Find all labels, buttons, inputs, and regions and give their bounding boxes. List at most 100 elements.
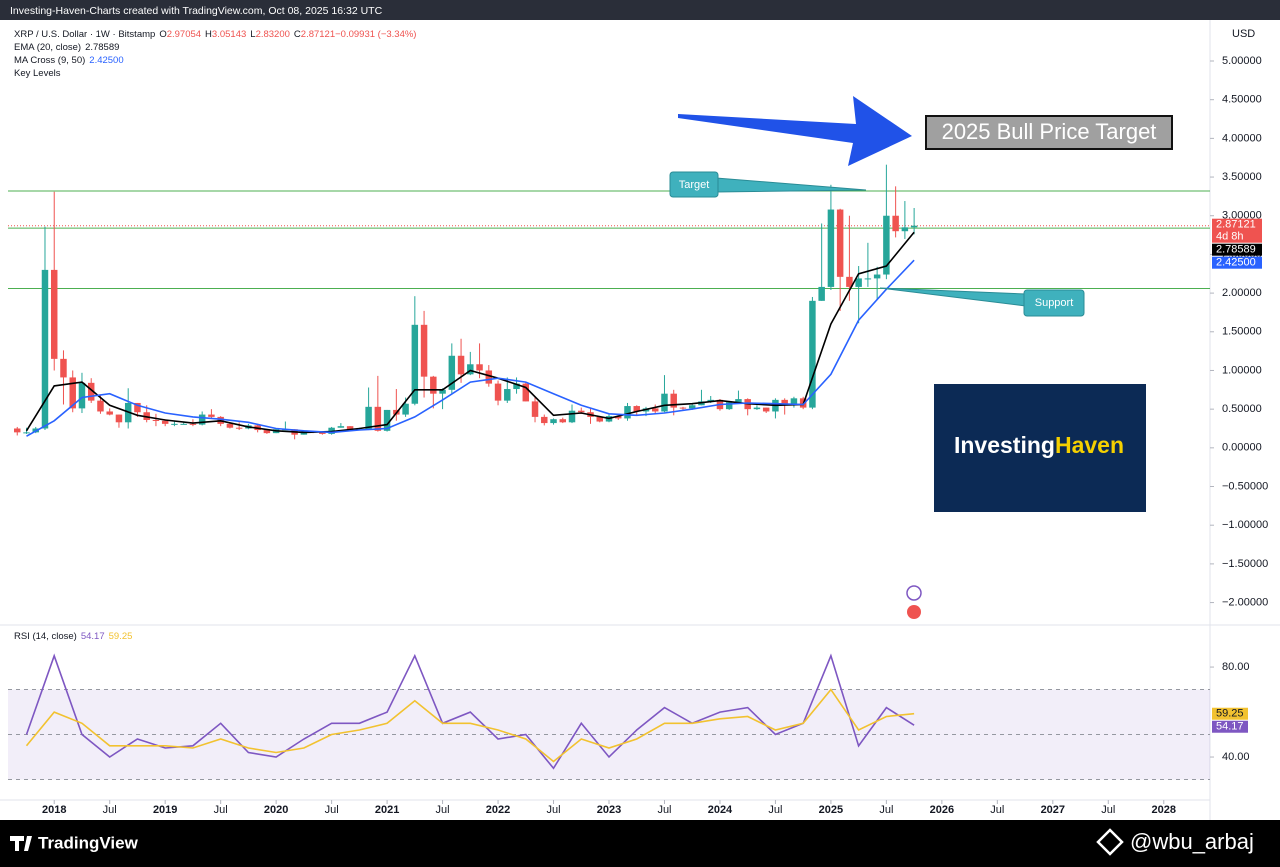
legend-text: C (294, 29, 301, 40)
x-tick-label: 2024 (708, 804, 733, 816)
logo-right: Haven (1055, 432, 1124, 458)
y-tick-label: 2.00000 (1222, 287, 1262, 299)
x-tick-label: 2023 (597, 804, 621, 816)
y-tick-label: −0.50000 (1222, 480, 1268, 492)
candle-body (198, 414, 206, 425)
candle-body (60, 358, 67, 378)
x-tick-label: Jul (879, 804, 893, 816)
candle-body (707, 399, 714, 402)
candle-body (883, 215, 890, 275)
ema-box (1212, 243, 1262, 256)
legend-text: 3.05143 (212, 29, 246, 40)
x-tick-label: Jul (990, 804, 1004, 816)
candle-body (69, 377, 76, 409)
candle-body (855, 278, 862, 287)
legend-text: H (205, 29, 212, 40)
brand-icon (10, 836, 32, 851)
series-line (26, 259, 915, 437)
candle-body (106, 411, 113, 415)
candle-body (596, 416, 603, 422)
candle-body (873, 274, 881, 279)
legend-text: 2.87121 (301, 29, 335, 40)
y-tick-label: 5.00000 (1222, 55, 1262, 67)
candle-body (753, 407, 761, 410)
x-tick-label: 2021 (375, 804, 399, 816)
legend-text: 2.78589 (85, 42, 119, 53)
ma-box-value: 2.42500 (1216, 257, 1256, 269)
x-tick-label: Jul (768, 804, 782, 816)
candle-body (235, 427, 243, 429)
legend-text: O (159, 29, 166, 40)
watermark-icon (1096, 828, 1124, 856)
candle-body (762, 407, 770, 412)
price-box-value: 2.87121 (1216, 219, 1256, 231)
x-tick-label: 2025 (819, 804, 843, 816)
candle-body (78, 382, 86, 409)
y-tick-label: 1.50000 (1222, 326, 1262, 338)
support-box (1023, 289, 1085, 317)
candle-body (346, 426, 354, 430)
candle-body (513, 383, 520, 390)
candle-body (910, 225, 918, 228)
candle-body (152, 419, 160, 421)
candle-body (624, 406, 631, 419)
x-tick-label: 2027 (1041, 804, 1065, 816)
candle-body (651, 408, 659, 412)
x-tick-label: Jul (1101, 804, 1115, 816)
candle-body (87, 382, 95, 401)
candle-body (50, 269, 58, 359)
legend-text: 2.83200 (256, 29, 290, 40)
logo-left: Investing (954, 432, 1055, 458)
rsi-ma-box (1212, 707, 1248, 720)
legend-text: −0.09931 (−3.34%) (335, 29, 416, 40)
price-box-countdown: 4d 8h (1216, 231, 1244, 243)
header-bar (0, 0, 1280, 20)
currency-label: USD (1232, 28, 1255, 40)
x-tick-label: 2022 (486, 804, 510, 816)
event-icon (907, 605, 921, 619)
target-text: Target (679, 179, 710, 191)
x-tick-label: Jul (325, 804, 339, 816)
candle-body (430, 376, 437, 394)
candle-body (171, 423, 178, 425)
rsi-box (1212, 720, 1248, 733)
candle-body (818, 286, 825, 301)
candle-body (420, 324, 428, 377)
candle-body (189, 423, 197, 425)
candle-body (14, 428, 21, 433)
candle-body (485, 370, 493, 384)
footer-bar (0, 820, 1280, 867)
legend-row: Key Levels (14, 68, 61, 79)
y-tick-label: 80.00 (1222, 661, 1250, 673)
candle-body (134, 402, 141, 413)
candle-body (679, 407, 687, 409)
candle-body (180, 423, 187, 425)
candle-body (383, 409, 391, 431)
logo-box (934, 384, 1146, 512)
legend-row: RSI (14, close) 54.17 59.25 (14, 631, 132, 642)
x-tick-label: 2026 (930, 804, 954, 816)
candle-body (531, 401, 539, 417)
candle-body (504, 389, 511, 401)
target-box (669, 171, 719, 198)
x-tick-label: Jul (214, 804, 228, 816)
candle-body (97, 400, 104, 412)
candle-body (115, 414, 123, 423)
x-tick-label: 2019 (153, 804, 177, 816)
candle-body (476, 364, 483, 371)
candle-body (846, 276, 853, 287)
brand: TradingView (38, 833, 139, 852)
legend-text: XRP / U.S. Dollar · 1W · Bitstamp (14, 29, 155, 40)
candle-body (226, 423, 234, 428)
legend-text: 59.25 (109, 631, 133, 642)
y-tick-label: 3.00000 (1222, 210, 1262, 222)
candle-body (781, 399, 788, 404)
x-tick-label: Jul (103, 804, 117, 816)
candle-body (670, 393, 677, 408)
candle-body (836, 209, 844, 277)
y-tick-label: 0.50000 (1222, 403, 1262, 415)
ma-box (1212, 256, 1262, 269)
y-tick-label: −1.00000 (1222, 519, 1268, 531)
arrow (678, 96, 912, 166)
